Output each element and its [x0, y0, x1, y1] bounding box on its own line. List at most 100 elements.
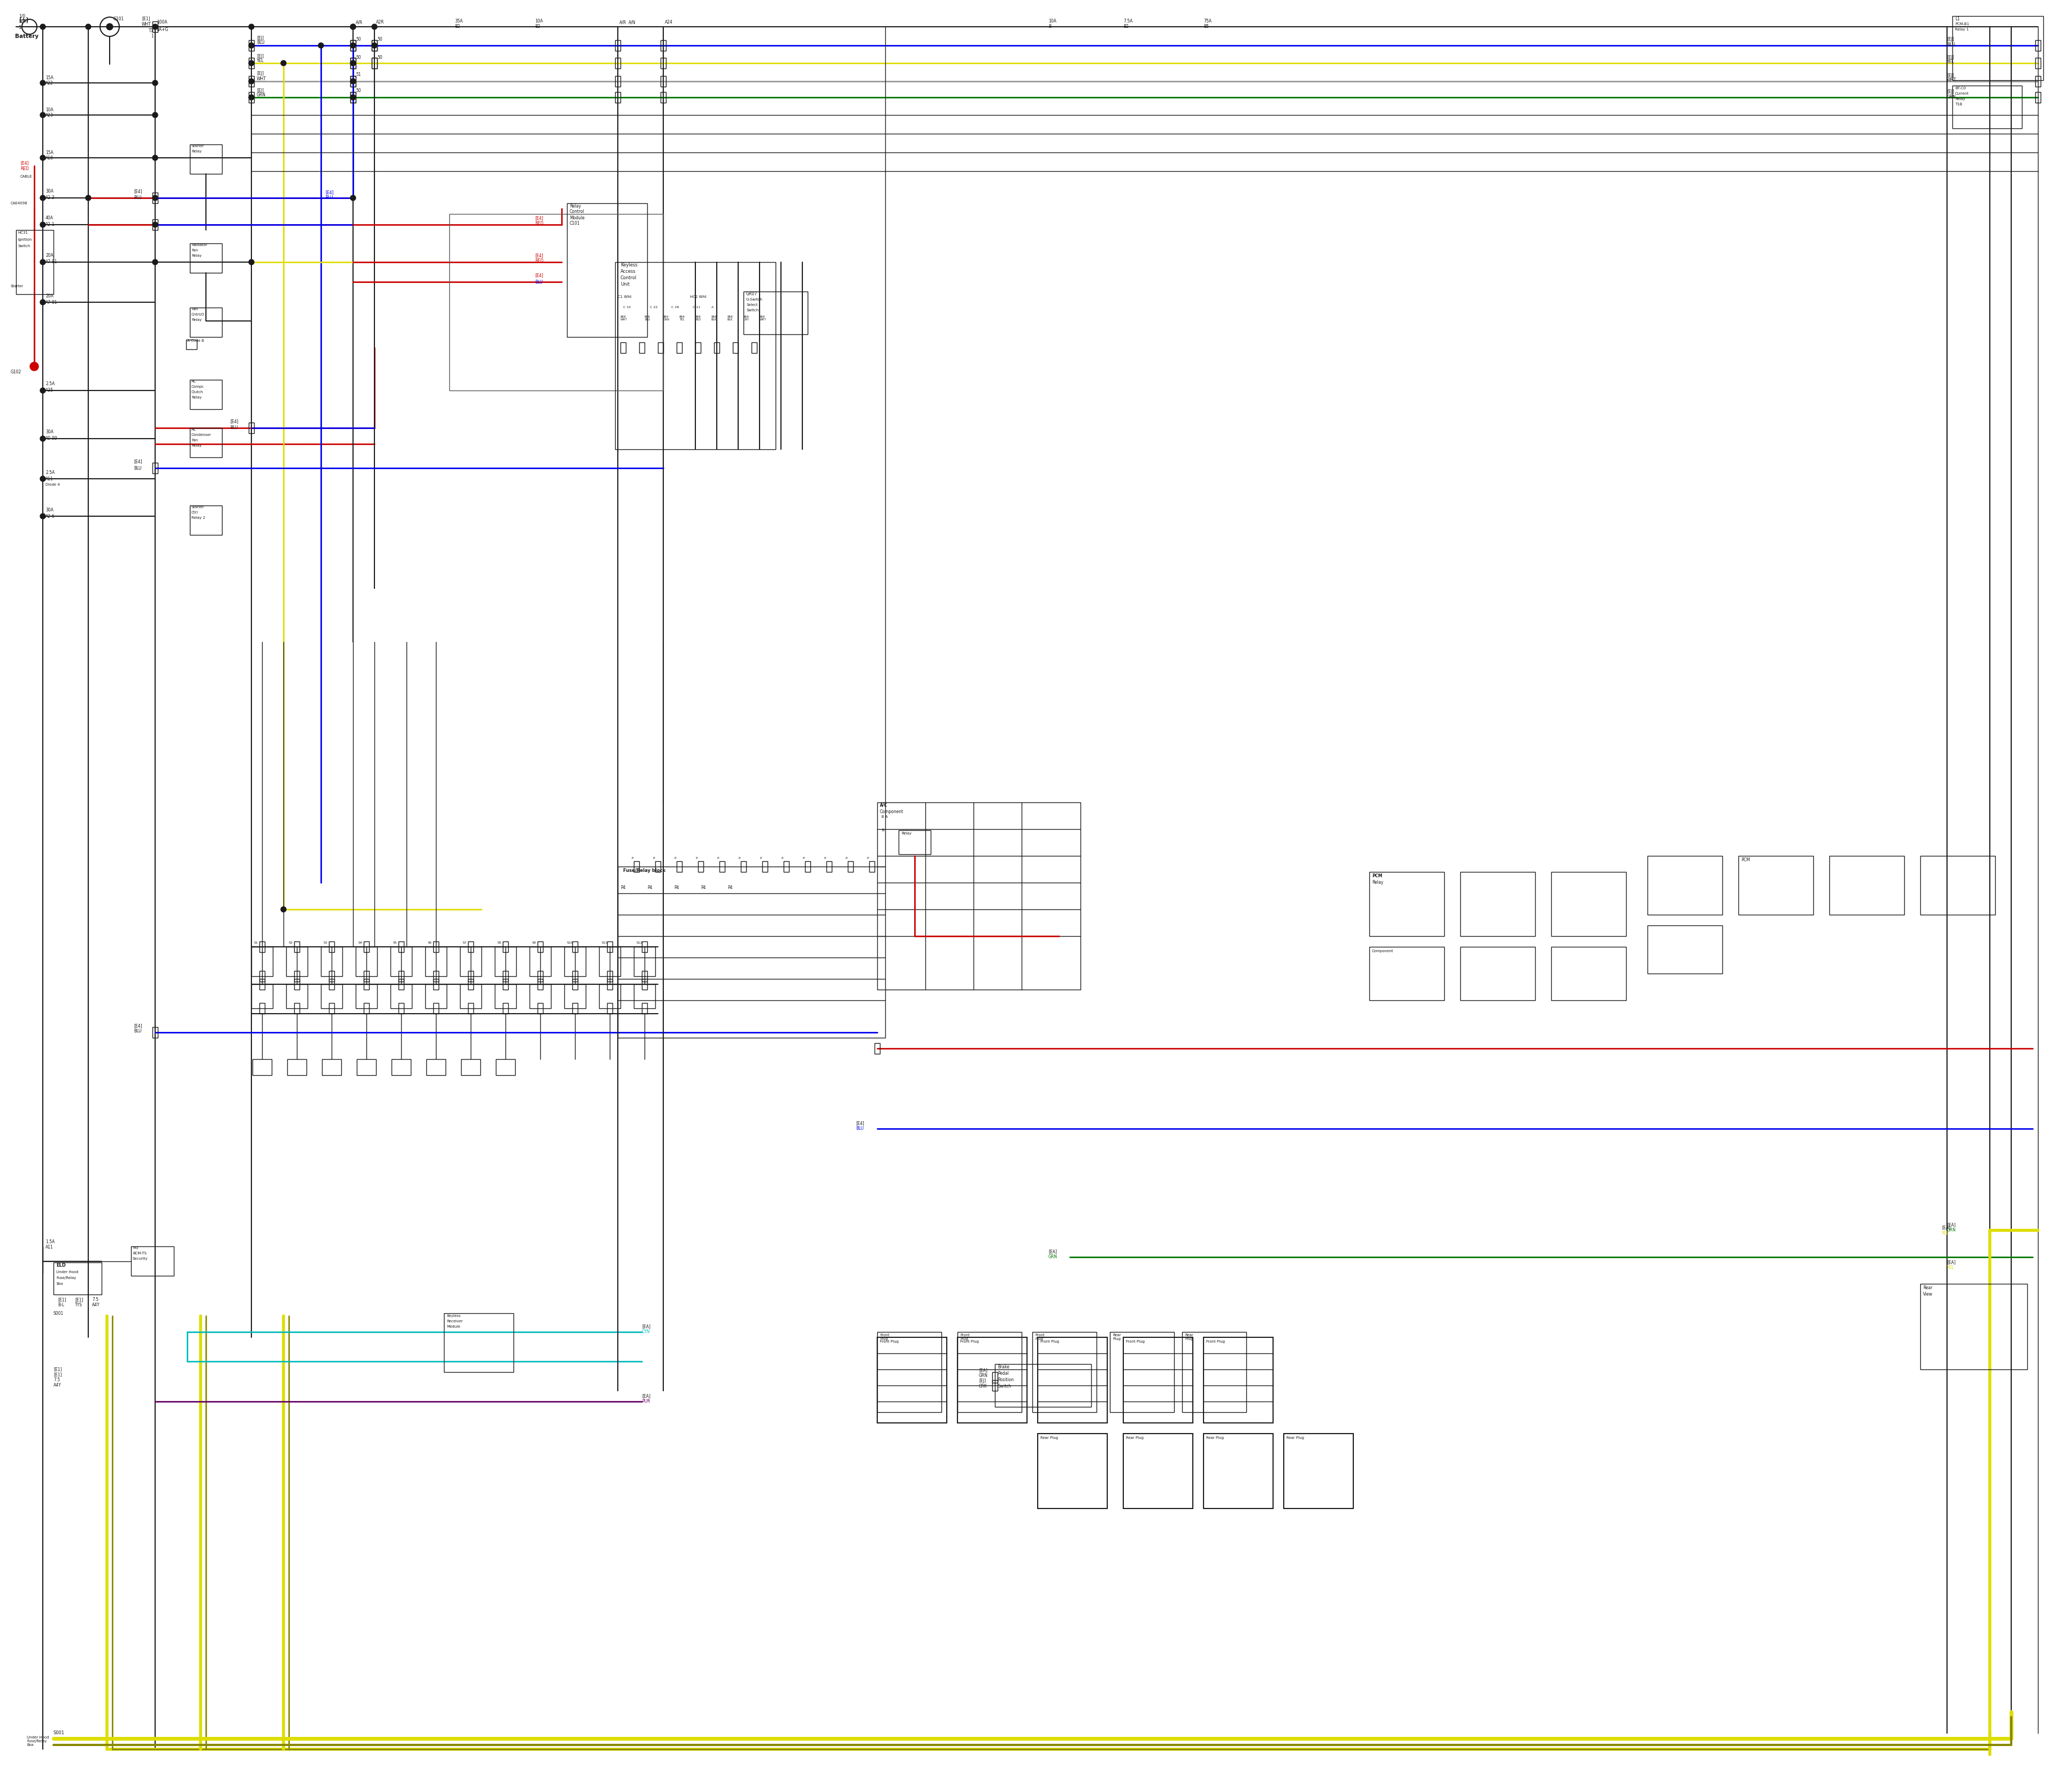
Bar [565, 946, 585, 977]
Text: 10A: 10A [534, 20, 542, 23]
Text: Pedal: Pedal [998, 1371, 1009, 1376]
Bar [398, 971, 405, 982]
Circle shape [41, 81, 45, 86]
Text: A/R: A/R [620, 20, 626, 25]
Text: 20A: 20A [45, 253, 53, 258]
Text: S9: S9 [532, 941, 536, 944]
Text: [E1]: [E1] [142, 16, 150, 22]
Bar [152, 22, 158, 32]
Text: BLU: BLU [134, 1029, 142, 1034]
Bar [372, 57, 378, 68]
Bar [538, 978, 542, 989]
Text: GRN: GRN [980, 1373, 988, 1378]
Text: A23: A23 [45, 113, 53, 118]
Text: [E4]: [E4] [534, 272, 542, 278]
Text: 8R8
RED: 8R8 RED [696, 315, 702, 321]
Bar [1551, 873, 1627, 935]
Bar [503, 941, 507, 952]
Text: Rear Plug: Rear Plug [1041, 1435, 1058, 1439]
Text: C 2R: C 2R [672, 306, 680, 308]
Text: [E1]: [E1] [53, 1367, 62, 1373]
Bar [869, 862, 875, 873]
Bar [189, 145, 222, 174]
Bar [614, 75, 620, 86]
Text: Rear
Plug: Rear Plug [1185, 1333, 1193, 1340]
Text: TYS: TYS [74, 1303, 82, 1308]
Bar [320, 984, 343, 1009]
Text: B(+): B(+) [18, 20, 29, 23]
Bar [1033, 1331, 1097, 1412]
Text: 30A: 30A [45, 190, 53, 194]
Bar [152, 192, 158, 202]
Bar [676, 862, 682, 873]
Bar [249, 39, 255, 50]
Text: A/R: A/R [355, 20, 364, 25]
Text: 2.5A: 2.5A [45, 382, 55, 387]
Text: Control: Control [620, 276, 637, 280]
Circle shape [152, 195, 158, 201]
Text: PCM: PCM [1742, 858, 1750, 862]
Circle shape [281, 907, 286, 912]
Bar [696, 342, 700, 353]
Text: [EJ]: [EJ] [257, 72, 263, 77]
Bar [573, 941, 577, 952]
Text: A4Y: A4Y [92, 1303, 101, 1308]
Text: 35A: 35A [454, 20, 462, 23]
Bar [355, 946, 378, 977]
Circle shape [372, 23, 378, 29]
Bar [392, 1059, 411, 1075]
Circle shape [41, 113, 45, 118]
Bar [1953, 86, 2021, 129]
Text: PCM: PCM [1372, 874, 1382, 878]
Bar [661, 75, 665, 86]
Bar [251, 946, 273, 977]
Text: [E4]: [E4] [534, 215, 542, 220]
Text: BLU: BLU [134, 195, 142, 201]
Bar [468, 971, 472, 982]
Circle shape [86, 195, 90, 201]
Bar [189, 244, 222, 272]
Bar [877, 1337, 947, 1423]
Bar [259, 971, 265, 982]
Text: [E1]: [E1] [53, 1373, 62, 1378]
Text: Fuse/Relay: Fuse/Relay [55, 1276, 76, 1279]
Bar [600, 946, 620, 977]
Circle shape [351, 195, 355, 201]
Text: [E4]: [E4] [21, 161, 29, 165]
Text: S11: S11 [602, 941, 608, 944]
Text: Switch: Switch [18, 244, 31, 247]
Text: HC2 Wht: HC2 Wht [690, 296, 707, 299]
Text: C 10: C 10 [622, 306, 631, 308]
Text: 8R8
GRY: 8R8 GRY [744, 315, 750, 321]
Bar [503, 1004, 507, 1014]
Bar [329, 978, 335, 989]
Bar [567, 202, 647, 337]
Bar [805, 862, 811, 873]
Text: GRN: GRN [257, 91, 265, 97]
Text: P4: P4 [647, 885, 653, 891]
Text: Starter: Starter [10, 285, 23, 289]
Text: Select: Select [746, 303, 758, 306]
Bar [1460, 946, 1534, 1000]
Text: 1.5A: 1.5A [45, 1240, 55, 1244]
Bar [538, 1004, 542, 1014]
Text: [EA]: [EA] [641, 1394, 651, 1398]
Bar [608, 1004, 612, 1014]
Text: Access: Access [620, 269, 637, 274]
Bar [286, 946, 308, 977]
Text: View: View [1923, 1292, 1933, 1297]
Circle shape [249, 43, 255, 48]
Text: [E4]: [E4] [134, 459, 142, 464]
Text: BLU: BLU [325, 195, 333, 201]
Bar [468, 1004, 472, 1014]
Circle shape [41, 222, 45, 228]
Text: Box: Box [55, 1283, 64, 1285]
Text: G102: G102 [10, 369, 21, 375]
Text: Relay: Relay [191, 396, 201, 400]
Text: Under Hood: Under Hood [55, 1271, 78, 1274]
Text: 51: 51 [355, 72, 362, 77]
Text: [EJ]: [EJ] [1947, 38, 1953, 41]
Text: 2.5A: 2.5A [45, 470, 55, 475]
Text: Front
Plug: Front Plug [879, 1333, 889, 1340]
Text: WHT: WHT [257, 77, 267, 81]
